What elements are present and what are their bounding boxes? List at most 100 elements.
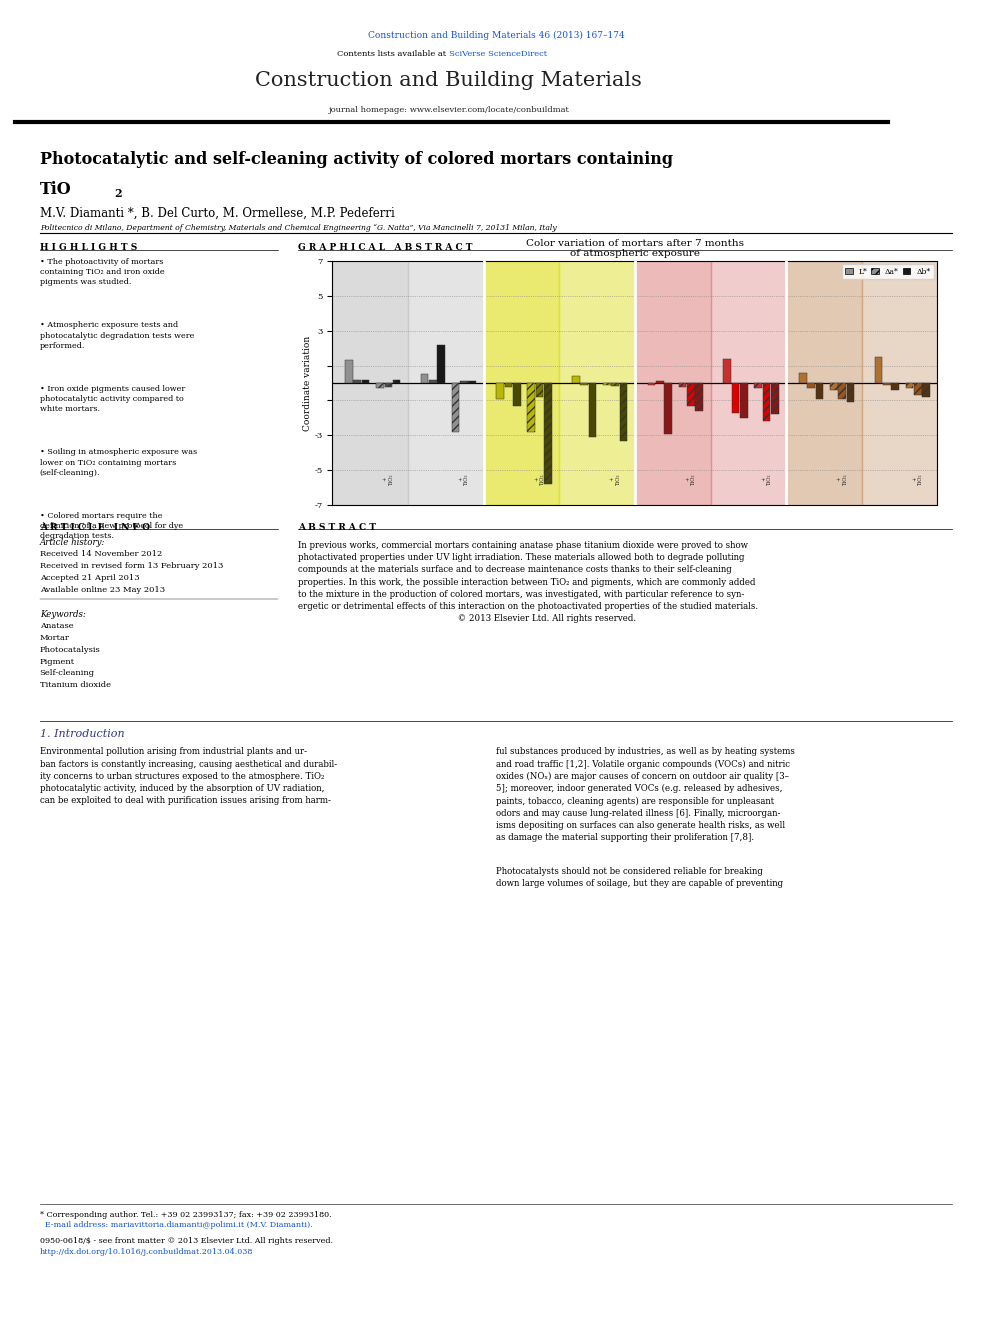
Bar [408, 261, 484, 505]
Bar [362, 381, 369, 384]
Text: A R T I C L E   I N F O: A R T I C L E I N F O [40, 523, 150, 532]
Text: Politecnico di Milano, Department of Chemistry, Materials and Chemical Engineeri: Politecnico di Milano, Department of Che… [40, 224, 557, 232]
Text: +
TiO₂: + TiO₂ [458, 474, 469, 486]
Text: • Atmospheric exposure tests and
photocatalytic degradation tests were
performed: • Atmospheric exposure tests and photoca… [40, 321, 194, 349]
Bar [815, 384, 823, 398]
Legend: L*, Δa*, Δb*: L*, Δa*, Δb* [842, 265, 933, 279]
Text: 1. Introduction: 1. Introduction [40, 729, 124, 740]
Text: • Iron oxide pigments caused lower
photocatalytic activity compared to
white mor: • Iron oxide pigments caused lower photo… [40, 385, 185, 413]
Bar [505, 384, 512, 386]
Bar [545, 384, 552, 484]
Text: 2: 2 [114, 188, 122, 198]
Text: +
TiO₂: + TiO₂ [534, 474, 545, 486]
Text: Photocatalysts should not be considered reliable for breaking
down large volumes: Photocatalysts should not be considered … [496, 867, 783, 888]
Text: Photocatalysis: Photocatalysis [40, 646, 100, 654]
Bar [513, 384, 521, 406]
Bar [771, 384, 779, 414]
Text: Mortar: Mortar [40, 634, 69, 642]
Bar [572, 376, 579, 384]
Bar [875, 357, 882, 384]
Bar [559, 261, 635, 505]
Text: +
TiO₂: + TiO₂ [383, 474, 394, 486]
Text: Keywords:: Keywords: [40, 610, 85, 619]
Bar [807, 384, 814, 388]
Bar [635, 261, 710, 505]
Text: +
TiO₂: + TiO₂ [761, 474, 772, 486]
Text: Accepted 21 April 2013: Accepted 21 April 2013 [40, 574, 139, 582]
Text: Contents lists available at: Contents lists available at [337, 49, 448, 57]
Bar [787, 261, 862, 505]
Text: Pigment: Pigment [40, 658, 74, 665]
Bar [580, 384, 588, 385]
Text: M.V. Diamanti *, B. Del Curto, M. Ormellese, M.P. Pedeferri: M.V. Diamanti *, B. Del Curto, M. Ormell… [40, 206, 395, 220]
Bar [451, 384, 459, 431]
Bar [588, 384, 596, 437]
Text: Article history:: Article history: [40, 538, 105, 548]
Text: ful substances produced by industries, as well as by heating systems
and road tr: ful substances produced by industries, a… [496, 747, 795, 843]
Bar [830, 384, 837, 390]
Text: Self-cleaning: Self-cleaning [40, 669, 95, 677]
Bar [620, 384, 627, 441]
Bar [710, 261, 786, 505]
Text: Environmental pollution arising from industrial plants and ur-
ban factors is co: Environmental pollution arising from ind… [40, 747, 337, 806]
Text: 0950-0618/$ - see front matter © 2013 Elsevier Ltd. All rights reserved.: 0950-0618/$ - see front matter © 2013 El… [40, 1237, 332, 1245]
Bar [740, 384, 748, 418]
Bar [838, 384, 846, 398]
Bar [603, 384, 611, 385]
Bar [665, 384, 672, 434]
Text: journal homepage: www.elsevier.com/locate/conbuildmat: journal homepage: www.elsevier.com/locat… [328, 106, 569, 114]
Bar [723, 359, 731, 384]
Bar [376, 384, 384, 388]
Text: Construction and Building Materials: Construction and Building Materials [256, 71, 642, 90]
Text: SciVerse ScienceDirect: SciVerse ScienceDirect [448, 49, 547, 57]
Text: • The photoactivity of mortars
containing TiO₂ and iron oxide
pigments was studi: • The photoactivity of mortars containin… [40, 258, 165, 286]
Bar [460, 381, 467, 384]
Bar [847, 384, 854, 402]
Bar [393, 381, 401, 384]
Bar [332, 261, 408, 505]
Title: Color variation of mortars after 7 months
of atmospheric exposure: Color variation of mortars after 7 month… [526, 239, 744, 258]
Bar [906, 384, 914, 388]
Bar [345, 360, 353, 384]
Bar [353, 380, 361, 384]
Text: G R A P H I C A L   A B S T R A C T: G R A P H I C A L A B S T R A C T [298, 243, 472, 253]
Bar [862, 261, 937, 505]
Text: TiO: TiO [40, 181, 71, 198]
Text: E-mail address: mariavittoria.diamanti@polimi.it (M.V. Diamanti).: E-mail address: mariavittoria.diamanti@p… [40, 1221, 312, 1229]
Bar [883, 384, 891, 385]
Bar [695, 384, 703, 411]
Text: +
TiO₂: + TiO₂ [913, 474, 924, 486]
Text: http://dx.doi.org/10.1016/j.conbuildmat.2013.04.038: http://dx.doi.org/10.1016/j.conbuildmat.… [40, 1248, 253, 1256]
Text: A B S T R A C T: A B S T R A C T [298, 523, 376, 532]
Bar [799, 373, 806, 384]
Text: Photocatalytic and self-cleaning activity of colored mortars containing: Photocatalytic and self-cleaning activit… [40, 151, 673, 168]
Text: +
TiO₂: + TiO₂ [836, 474, 847, 486]
Bar [754, 384, 762, 388]
Text: • Soiling in atmospheric exposure was
lower on TiO₂ containing mortars
(self-cle: • Soiling in atmospheric exposure was lo… [40, 448, 196, 476]
Bar [648, 384, 656, 385]
Bar [430, 381, 436, 384]
Bar [687, 384, 694, 406]
Bar [421, 374, 429, 384]
Text: Construction and Building Materials 46 (2013) 167–174: Construction and Building Materials 46 (… [368, 30, 624, 40]
Bar [656, 381, 664, 384]
Text: Anatase: Anatase [40, 622, 73, 630]
Bar [385, 384, 392, 386]
Bar [496, 384, 504, 398]
Bar [763, 384, 770, 422]
Bar [914, 384, 922, 396]
Text: * Corresponding author. Tel.: +39 02 23993137; fax: +39 02 23993180.: * Corresponding author. Tel.: +39 02 239… [40, 1211, 331, 1218]
Text: Available online 23 May 2013: Available online 23 May 2013 [40, 586, 165, 594]
Bar [891, 384, 899, 390]
Bar [611, 384, 619, 385]
Text: +
TiO₂: + TiO₂ [610, 474, 621, 486]
Bar [437, 344, 445, 384]
Bar [536, 384, 544, 397]
Text: H I G H L I G H T S: H I G H L I G H T S [40, 243, 137, 253]
Bar [528, 384, 535, 431]
Y-axis label: Coordinate variation: Coordinate variation [303, 336, 311, 430]
Text: +
TiO₂: + TiO₂ [685, 474, 696, 486]
Bar [468, 381, 476, 384]
Text: Received 14 November 2012: Received 14 November 2012 [40, 550, 162, 558]
Bar [679, 384, 686, 386]
